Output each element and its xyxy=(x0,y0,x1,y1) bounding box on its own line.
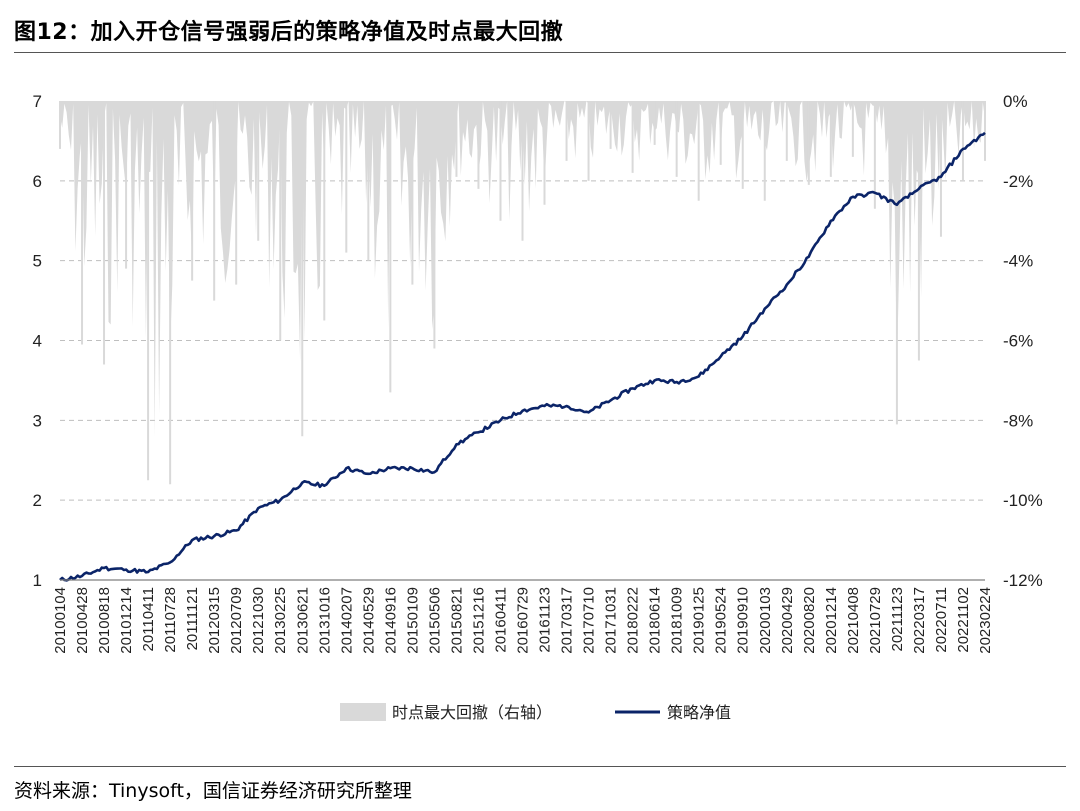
figure-title: 图12：加入开仓信号强弱后的策略净值及时点最大回撤 xyxy=(14,20,564,45)
left-axis-tick-label: 6 xyxy=(33,172,42,191)
legend-swatch-drawdown xyxy=(340,703,386,721)
right-axis-tick-label: -2% xyxy=(1003,172,1033,191)
x-tick-label: 20211123 xyxy=(889,587,906,652)
source-note: 资料来源：Tinysoft，国信证券经济研究所整理 xyxy=(14,780,412,802)
x-tick-label: 20101214 xyxy=(118,587,135,654)
right-axis-tick-label: -4% xyxy=(1003,252,1033,271)
x-tick-label: 20170317 xyxy=(559,587,576,654)
left-axis-tick-label: 5 xyxy=(33,252,42,271)
right-axis-tick-label: -10% xyxy=(1003,491,1043,510)
x-tick-label: 20140207 xyxy=(338,587,355,654)
x-tick-label: 20120709 xyxy=(228,587,245,654)
x-tick-label: 20160729 xyxy=(515,587,532,654)
right-axis-tick-label: -12% xyxy=(1003,571,1043,590)
x-tick-label: 20151216 xyxy=(470,587,487,654)
left-axis-tick-label: 1 xyxy=(33,571,42,590)
x-tick-label: 20200820 xyxy=(801,587,818,654)
x-tick-label: 20100104 xyxy=(52,587,69,654)
legend: 时点最大回撤（右轴） 策略净值 xyxy=(340,703,731,722)
x-tick-label: 20140529 xyxy=(360,587,377,654)
x-tick-label: 20150821 xyxy=(448,587,465,654)
x-tick-label: 20110411 xyxy=(140,587,157,652)
x-tick-label: 20131016 xyxy=(316,587,333,654)
x-tick-label: 20150109 xyxy=(404,587,421,654)
x-tick-label: 20100428 xyxy=(74,587,91,654)
x-tick-label: 20140916 xyxy=(382,587,399,654)
legend-label-drawdown: 时点最大回撤（右轴） xyxy=(392,703,552,722)
left-axis-tick-label: 4 xyxy=(33,332,42,351)
x-tick-label: 20170710 xyxy=(581,587,598,654)
x-tick-label: 20150506 xyxy=(426,587,443,654)
title-rule xyxy=(14,52,1066,53)
x-tick-label: 20181009 xyxy=(669,587,686,654)
axes: 7 6 5 4 3 2 1 0% -2% -4% -6% -8% -10% -12% 20100104 201… xyxy=(33,92,1043,654)
drawdown-area xyxy=(60,101,985,438)
x-tick-label: 20210408 xyxy=(845,587,862,654)
x-tick-label: 20110728 xyxy=(162,587,179,653)
x-tick-label: 20220317 xyxy=(911,587,928,654)
x-tick-label: 20161123 xyxy=(537,587,554,653)
right-axis-tick-label: 0% xyxy=(1003,92,1028,111)
x-tick-label: 20220711 xyxy=(933,587,950,653)
x-tick-label: 20160411 xyxy=(492,587,509,653)
x-tick-label: 20121030 xyxy=(250,587,267,654)
x-tick-label: 20180222 xyxy=(625,587,642,654)
drawdown-area-layer xyxy=(59,101,986,485)
x-tick-label: 20190524 xyxy=(713,587,730,654)
nav-line-layer xyxy=(59,131,986,582)
left-axis-tick-label: 7 xyxy=(33,92,42,111)
right-axis-tick-label: -6% xyxy=(1003,332,1033,351)
x-tick-label: 20111121 xyxy=(184,587,201,650)
x-tick-label: 20201214 xyxy=(823,587,840,654)
x-tick-label: 20210729 xyxy=(867,587,884,654)
x-tick-label: 20120315 xyxy=(206,587,223,654)
x-tick-label: 20190125 xyxy=(691,587,708,654)
x-tick-label: 20130621 xyxy=(294,587,311,654)
chart-canvas: 7 6 5 4 3 2 1 0% -2% -4% -6% -8% -10% -12% 20100104 201… xyxy=(33,92,1043,722)
x-tick-label: 20200103 xyxy=(757,587,774,654)
right-axis-tick-label: -8% xyxy=(1003,411,1033,430)
left-axis-tick-label: 2 xyxy=(33,491,42,510)
x-tick-label: 20171031 xyxy=(603,587,620,654)
x-tick-label: 20190910 xyxy=(735,587,752,654)
x-tick-label: 20200429 xyxy=(779,587,796,654)
source-rule xyxy=(14,766,1066,767)
left-axis-tick-label: 3 xyxy=(33,411,42,430)
x-tick-label: 20221102 xyxy=(955,587,972,653)
x-tick-label: 20230224 xyxy=(977,587,994,654)
legend-label-nav: 策略净值 xyxy=(667,703,731,722)
x-tick-label: 20180614 xyxy=(647,587,664,654)
x-tick-label: 20130225 xyxy=(272,587,289,654)
x-tick-label: 20100818 xyxy=(96,587,113,654)
